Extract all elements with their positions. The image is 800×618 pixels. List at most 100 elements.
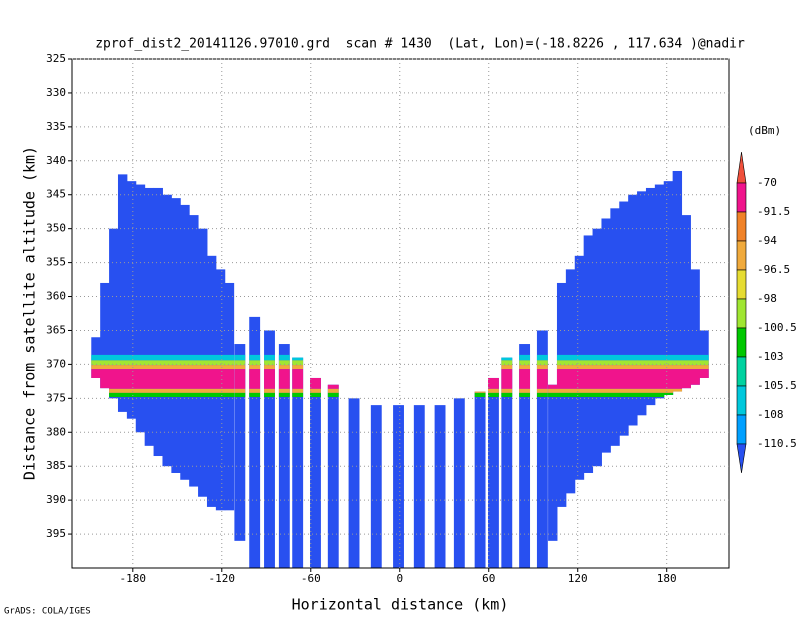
colorbar-segment <box>736 211 747 242</box>
colorbar-label: -110.5 <box>757 437 797 450</box>
echo-column <box>234 344 246 541</box>
bright-band <box>91 354 709 397</box>
echo-column <box>189 215 199 487</box>
colorbar-segment <box>736 414 747 445</box>
x-tick-label: 120 <box>568 572 588 585</box>
x-tick-label: 180 <box>657 572 677 585</box>
echo-column <box>370 405 382 568</box>
x-axis-label: Horizontal distance (km) <box>292 596 509 614</box>
echo-column <box>699 330 709 378</box>
echo-column <box>109 228 119 399</box>
echo-column <box>348 398 360 568</box>
band-layer <box>91 392 709 397</box>
y-tick-label: 385 <box>46 459 66 472</box>
echo-column <box>654 184 665 399</box>
echo-column <box>292 357 304 568</box>
echo-column <box>488 377 499 568</box>
colorbar-label: -103 <box>757 350 784 363</box>
echo-column <box>144 187 155 446</box>
footer: GrADS: COLA/IGES <box>4 607 91 617</box>
echo-column <box>171 198 181 473</box>
echo-column <box>393 405 404 568</box>
chart-title: zprof_dist2_20141126.97010.grd scan # 14… <box>95 37 745 52</box>
colorbar-label: -91.5 <box>757 205 790 218</box>
echo-column <box>637 191 647 416</box>
x-tick-label: -180 <box>120 572 147 585</box>
colorbar-segment <box>736 385 747 416</box>
band-layer <box>91 369 709 389</box>
x-tick-label: -60 <box>301 572 321 585</box>
echo-column <box>583 235 594 473</box>
y-tick-label: 345 <box>46 188 66 201</box>
echo-column <box>453 398 465 568</box>
band-layer <box>91 365 709 370</box>
y-tick-label: 355 <box>46 256 66 269</box>
colorbar-segment <box>736 327 747 358</box>
echo-column <box>180 204 190 480</box>
y-tick-label: 365 <box>46 323 66 336</box>
y-tick-label: 370 <box>46 357 66 370</box>
echo-column <box>663 181 674 395</box>
colorbar-unit: (dBm) <box>748 124 781 137</box>
echo-column <box>310 377 321 568</box>
y-tick-label: 330 <box>46 86 66 99</box>
echo-column <box>536 330 548 568</box>
y-tick-label: 360 <box>46 290 66 303</box>
colorbar-label: -100.5 <box>757 321 797 334</box>
y-tick-label: 395 <box>46 527 66 540</box>
colorbar-segment <box>736 356 747 387</box>
colorbar-label: -108 <box>757 408 784 421</box>
colorbar-segment <box>736 269 747 300</box>
echo-column <box>601 218 611 453</box>
colorbar-segment <box>736 240 747 271</box>
y-tick-label: 335 <box>46 120 66 133</box>
y-tick-label: 375 <box>46 391 66 404</box>
echo-column <box>548 384 558 541</box>
y-tick-label: 390 <box>46 493 66 506</box>
echo-column <box>645 187 656 406</box>
echo-column <box>117 174 128 412</box>
y-axis-label: Distance from satellite altitude (km) <box>21 146 39 480</box>
echo-column <box>327 384 339 568</box>
colorbar-segment <box>736 298 747 329</box>
echo-column <box>474 391 486 568</box>
echo-column <box>681 215 691 389</box>
echo-column <box>690 269 700 385</box>
x-tick-label: 60 <box>482 572 495 585</box>
y-tick-label: 380 <box>46 425 66 438</box>
band-layer <box>91 354 709 361</box>
band-layer <box>91 388 709 393</box>
plot-area <box>91 170 709 568</box>
echo-column <box>153 187 163 457</box>
echo-column <box>135 184 146 433</box>
echo-column <box>610 208 620 446</box>
x-tick-label: -120 <box>209 572 236 585</box>
echo-column <box>100 282 110 389</box>
colorbar-label: -70 <box>757 176 777 189</box>
echo-column <box>628 194 638 426</box>
echo-column <box>249 316 261 568</box>
colorbar-tip <box>736 151 747 184</box>
echo-column <box>126 181 137 419</box>
colorbar-label: -105.5 <box>757 379 797 392</box>
echo-column <box>672 170 683 392</box>
echo-column <box>434 405 446 568</box>
echo-column <box>162 194 172 467</box>
y-tick-label: 350 <box>46 222 66 235</box>
echo-column <box>592 228 602 467</box>
x-tick-label: 0 <box>396 572 403 585</box>
echo-column <box>264 330 275 568</box>
colorbar-label: -98 <box>757 292 777 305</box>
colorbar-tip <box>736 443 747 474</box>
y-tick-label: 340 <box>46 154 66 167</box>
echo-column <box>278 344 290 568</box>
echo-column <box>619 201 629 436</box>
colorbar-label: -94 <box>757 234 777 247</box>
y-tick-label: 325 <box>46 52 66 65</box>
colorbar-label: -96.5 <box>757 263 790 276</box>
echo-column <box>413 405 425 568</box>
echo-column <box>519 344 531 568</box>
echo-column <box>501 357 513 568</box>
